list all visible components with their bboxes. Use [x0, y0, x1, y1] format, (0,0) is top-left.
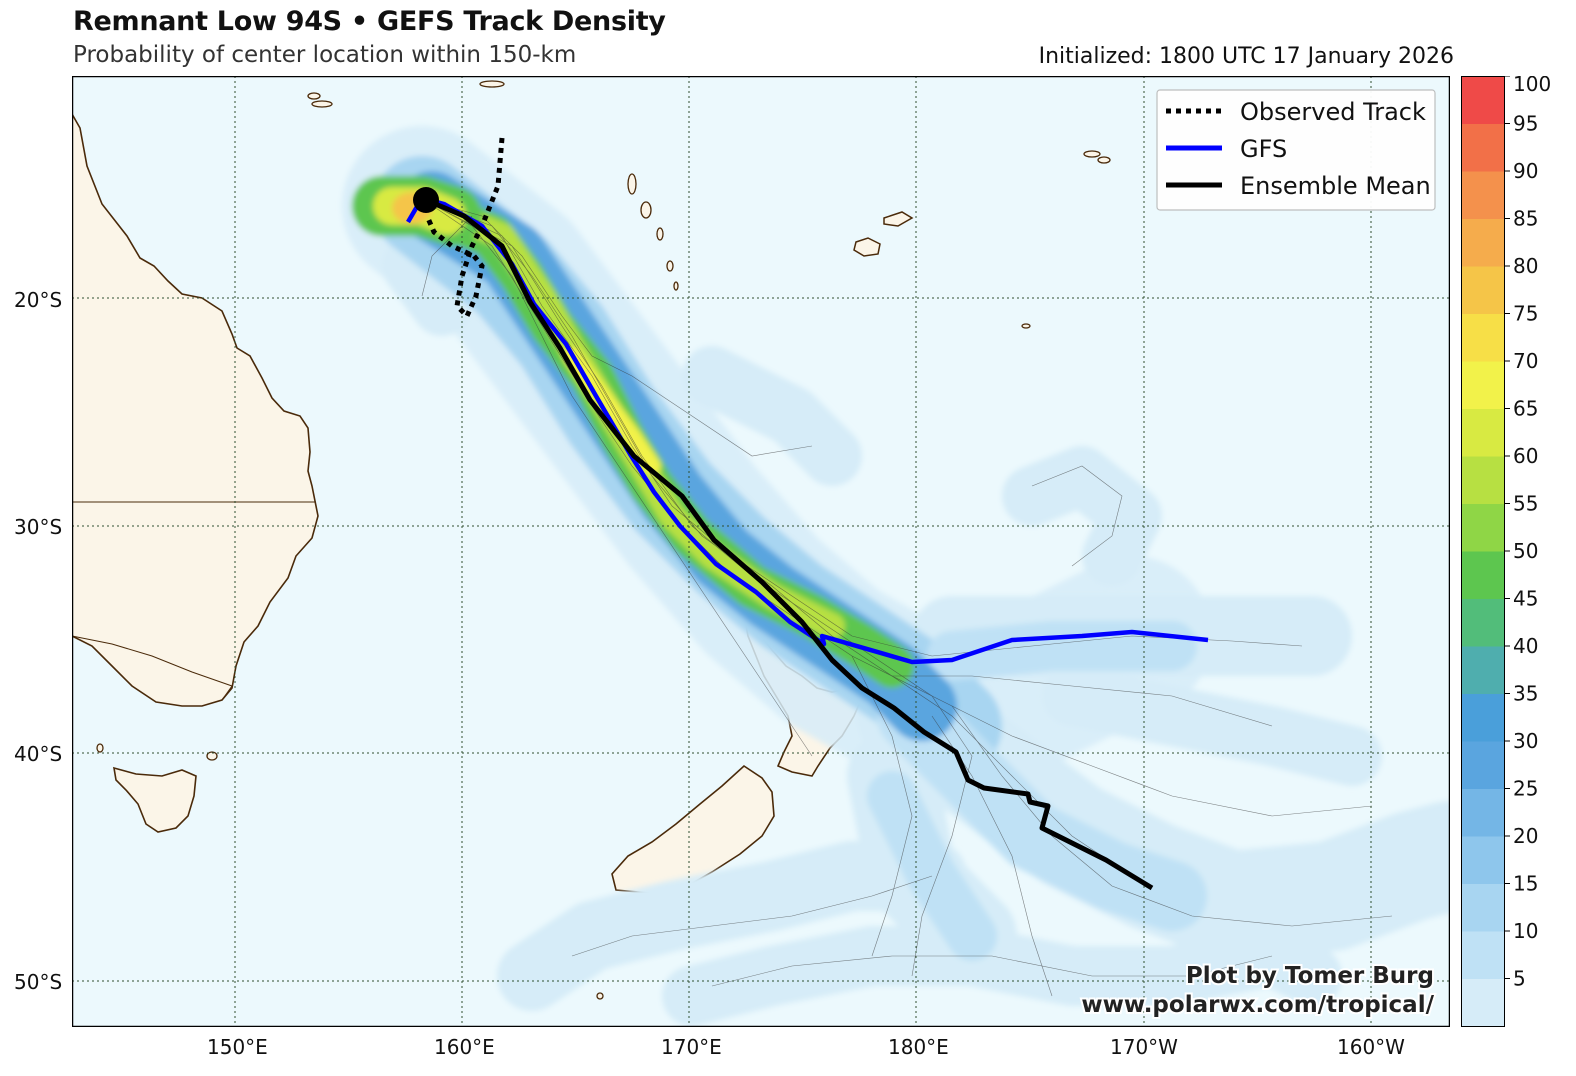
lat-tick-40s: 40°S: [14, 742, 63, 766]
colorbar-label: 100: [1513, 76, 1551, 96]
colorbar-segment: [1461, 76, 1505, 124]
colorbar-label: 50: [1513, 539, 1538, 563]
colorbar-label: 70: [1513, 349, 1538, 373]
credit-url: www.polarwx.com/tropical/: [1081, 992, 1434, 1018]
colorbar: 5 10 15 20 25 30 35 40 45 50 55 60 65 70 75 80 85 90 95 100: [1461, 76, 1571, 1028]
colorbar-label: 45: [1513, 587, 1538, 611]
credit-author: Plot by Tomer Burg: [1186, 963, 1434, 989]
map-subtitle: Probability of center location within 15…: [73, 42, 577, 68]
land-fiji: [853, 211, 914, 257]
land-australia: [72, 112, 319, 707]
colorbar-label: 80: [1513, 254, 1538, 278]
legend-ensemble-label: Ensemble Mean: [1240, 172, 1431, 200]
colorbar-label: 85: [1513, 207, 1538, 231]
gridlines: [72, 76, 1450, 1027]
colorbar-segment: [1461, 266, 1505, 314]
legend-gfs-label: GFS: [1240, 135, 1287, 163]
colorbar-label: 90: [1513, 159, 1538, 183]
colorbar-segment: [1461, 551, 1505, 599]
colorbar-label: 30: [1513, 729, 1538, 753]
colorbar-label: 40: [1513, 634, 1538, 658]
map-frame: [72, 76, 1450, 1027]
colorbar-segment: [1461, 171, 1505, 219]
colorbar-segment: [1461, 218, 1505, 267]
colorbar-segment: [1461, 741, 1505, 789]
lon-tick-160e: 160°E: [434, 1035, 495, 1059]
map-panel: Observed Track GFS Ensemble Mean Plot by…: [72, 76, 1450, 1027]
colorbar-segment: [1461, 883, 1505, 932]
lon-tick-180e: 180°E: [888, 1035, 949, 1059]
legend: Observed Track GFS Ensemble Mean: [1156, 89, 1436, 211]
ensemble-mean-track: [425, 197, 1154, 891]
map-canvas: Observed Track GFS Ensemble Mean Plot by…: [72, 76, 1450, 1027]
lat-tick-20s: 20°S: [14, 288, 63, 312]
lon-tick-170e: 170°E: [661, 1035, 722, 1059]
colorbar-label: 95: [1513, 112, 1538, 136]
legend-observed-label: Observed Track: [1240, 98, 1426, 126]
map-title: Remnant Low 94S • GEFS Track Density: [73, 6, 666, 37]
colorbar-frame: [1461, 76, 1505, 1027]
colorbar-label: 25: [1513, 777, 1538, 801]
colorbar-segment: [1461, 361, 1505, 409]
state-borders: [72, 501, 316, 701]
lat-tick-50s: 50°S: [14, 970, 63, 994]
colorbar-label: 35: [1513, 682, 1538, 706]
colorbar-segment: [1461, 123, 1505, 172]
lat-tick-30s: 30°S: [14, 515, 63, 539]
colorbar-label: 5: [1513, 967, 1526, 991]
colorbar-label: 75: [1513, 302, 1538, 326]
colorbar-svg: 5 10 15 20 25 30 35 40 45 50 55 60 65 70 75 80 85 90 95 100: [1461, 76, 1551, 1027]
lon-tick-150e: 150°E: [207, 1035, 268, 1059]
init-time: Initialized: 1800 UTC 17 January 2026: [1038, 44, 1454, 69]
colorbar-segment: [1461, 646, 1505, 694]
colorbar-label: 55: [1513, 492, 1538, 516]
storm-center-marker: [413, 187, 439, 213]
colorbar-segment: [1461, 598, 1505, 647]
colorbar-segment: [1461, 456, 1505, 504]
colorbar-segment: [1461, 503, 1505, 552]
colorbar-segment: [1461, 836, 1505, 884]
colorbar-segment: [1461, 788, 1505, 837]
colorbar-label: 65: [1513, 397, 1538, 421]
colorbar-label: 60: [1513, 444, 1538, 468]
lon-tick-160w: 160°W: [1337, 1035, 1405, 1059]
colorbar-segment: [1461, 978, 1505, 1027]
colorbar-segment: [1461, 693, 1505, 742]
land-tasmania: [113, 766, 197, 833]
land-small-islands: [96, 80, 1111, 1000]
ensemble-members: [421, 199, 1393, 997]
colorbar-segment: [1461, 408, 1505, 457]
colorbar-segment: [1461, 931, 1505, 979]
colorbar-label: 20: [1513, 824, 1538, 848]
colorbar-segment: [1461, 313, 1505, 362]
colorbar-label: 10: [1513, 919, 1538, 943]
lon-tick-170w: 170°W: [1110, 1035, 1178, 1059]
colorbar-label: 15: [1513, 872, 1538, 896]
